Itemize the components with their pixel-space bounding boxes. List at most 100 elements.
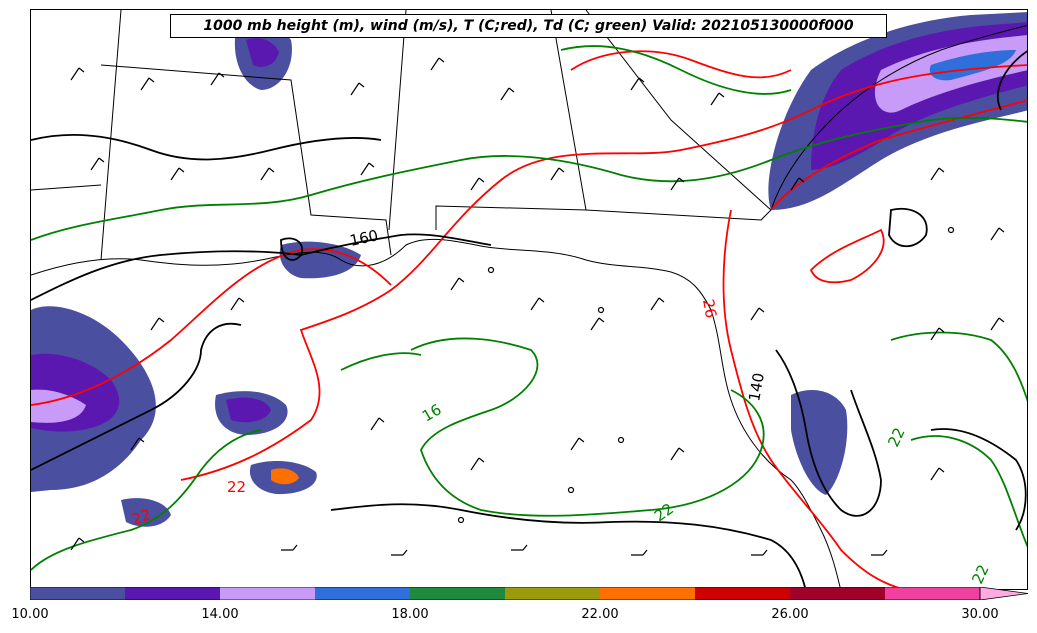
state-line-1: [100, 10, 122, 261]
wind-barb: [670, 447, 685, 461]
wind-barb: [930, 327, 945, 341]
fill-region-florida: [791, 390, 848, 495]
wind-barb: [871, 549, 888, 556]
dewpoint-line-7: [340, 352, 422, 371]
fill-region-northeast-blue: [929, 50, 1016, 81]
colorbar-bin-3: [315, 587, 410, 600]
colorbar-tick-label: 30.00: [961, 607, 999, 622]
wind-barb: [751, 549, 768, 556]
calm-wind-marker: [947, 226, 955, 234]
wind-barbs: [70, 57, 1005, 556]
fill-region-mid-core: [226, 397, 271, 423]
calm-wind-circles: [457, 226, 955, 524]
colorbar-bin-5: [505, 587, 600, 600]
colorbar-tick-label: 26.00: [771, 607, 809, 622]
wind-barb: [90, 157, 105, 171]
wind-barb: [230, 297, 245, 311]
temperature-label-22: 22: [227, 478, 246, 496]
state-line-2: [100, 64, 392, 256]
fill-region-south-core: [271, 468, 299, 485]
wind-barb: [590, 317, 605, 331]
calm-wind-marker: [487, 266, 495, 274]
state-line-7: [31, 184, 102, 191]
map-title: 1000 mb height (m), wind (m/s), T (C;red…: [170, 14, 887, 38]
height-line-140: [775, 349, 882, 517]
wind-barb: [570, 437, 585, 451]
fill-region-sw: [121, 498, 171, 527]
colorbar-bin-7: [695, 587, 790, 600]
colorbar-tick-label: 18.00: [391, 607, 429, 622]
temperature-line-4: [809, 228, 885, 284]
calm-wind-marker: [617, 436, 625, 444]
wind-barb: [391, 549, 408, 556]
height-label-140: 140: [745, 371, 768, 402]
temperature-line-6: [570, 50, 792, 79]
wind-barb: [511, 544, 528, 551]
wind-barb: [140, 77, 155, 91]
boundary-lines: [31, 10, 1027, 589]
wind-barb: [470, 457, 485, 471]
state-line-6: [585, 10, 772, 211]
wind-barb: [470, 177, 485, 191]
dewpoint-label-22-se: 22: [968, 562, 992, 587]
state-line-4: [435, 10, 587, 230]
weather-map: 160 140 22 26 22 16 22 22 22: [31, 10, 1027, 589]
fill-region-north-top-core: [246, 38, 279, 67]
colorbar-bin-0: [30, 587, 125, 600]
height-line-8: [996, 50, 1027, 111]
wind-barb: [370, 417, 385, 431]
calm-wind-marker: [597, 306, 605, 314]
colorbar-bin-9: [885, 587, 980, 600]
wind-barb: [990, 227, 1005, 241]
wind-barb: [650, 297, 665, 311]
colorbar-tick-label: 14.00: [201, 607, 239, 622]
wind-barb: [500, 87, 515, 101]
colorbar-bins: [30, 587, 980, 600]
wind-barb: [930, 467, 945, 481]
colorbar: [30, 587, 1028, 600]
wind-barb: [360, 162, 375, 176]
dewpoint-label-16: 16: [419, 400, 445, 425]
shaded-fill-regions: [31, 12, 1027, 527]
height-line-3: [330, 503, 807, 589]
colorbar-bin-4: [410, 587, 505, 600]
colorbar-extend-triangle: [979, 587, 1028, 600]
height-line-9: [280, 237, 303, 261]
wind-barb: [210, 72, 225, 86]
temperature-line-5: [770, 99, 1027, 211]
dewpoint-line-3: [31, 429, 262, 571]
wind-barb: [70, 537, 85, 551]
temperature-line-2: [180, 64, 1027, 481]
temperature-line-1: [31, 248, 392, 406]
dewpoint-line-4: [890, 331, 1027, 402]
wind-barb: [70, 67, 85, 81]
colorbar-bin-6: [600, 587, 695, 600]
height-line-5: [888, 207, 928, 248]
wind-barb: [170, 167, 185, 181]
height-label-160: 160: [348, 226, 380, 250]
wind-barb: [260, 167, 275, 181]
colorbar-bin-8: [790, 587, 885, 600]
wind-barb: [530, 297, 545, 311]
wind-barb: [990, 317, 1005, 331]
wind-barb: [631, 549, 648, 556]
wind-barb: [790, 177, 805, 191]
colorbar-outline: [30, 587, 981, 600]
state-line-5: [585, 209, 772, 221]
wind-barb: [450, 277, 465, 291]
wind-barb: [130, 437, 145, 451]
atlantic-coast: [770, 24, 1027, 211]
wind-barb: [350, 82, 365, 96]
calm-wind-marker: [457, 516, 465, 524]
dewpoint-line-2: [410, 337, 765, 517]
dewpoint-label-22-east: 22: [884, 425, 908, 450]
wind-barb: [281, 544, 298, 551]
dewpoint-line-1: [31, 116, 1027, 241]
height-line-6: [31, 133, 382, 161]
height-line-2: [31, 322, 242, 471]
fill-region-west-inner: [31, 389, 86, 423]
dewpoint-contours: [31, 45, 1027, 571]
calm-wind-marker: [567, 486, 575, 494]
colorbar-tick-label: 10.00: [11, 607, 49, 622]
temperature-label-22-sw: 22: [129, 505, 153, 528]
